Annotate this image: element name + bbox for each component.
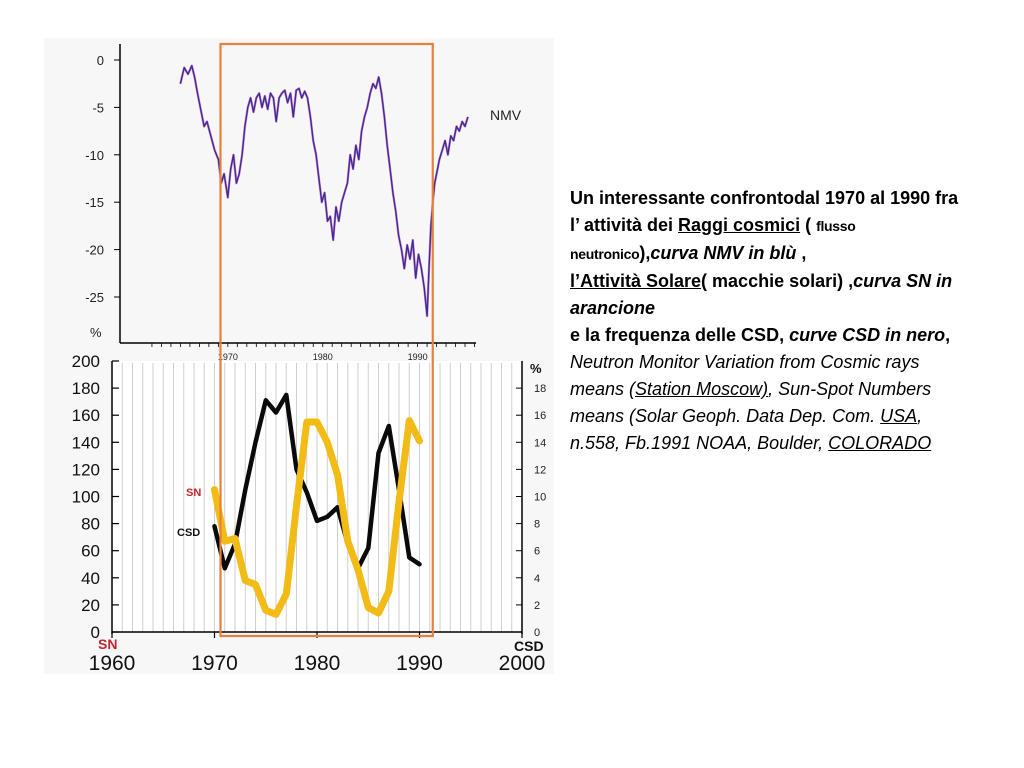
left-y-tick-label: 200 xyxy=(72,352,100,371)
left-y-tick-label: 40 xyxy=(81,569,100,588)
desc-sunspot: , Sun-Spot Numbers means (Solar Geoph. D… xyxy=(570,379,932,426)
desc-paren-open: ( xyxy=(800,215,817,235)
desc-station-open: ( xyxy=(629,379,636,399)
x-tick-label: 1970 xyxy=(218,352,238,362)
left-y-tick-label: 100 xyxy=(72,488,100,507)
desc-sn: curva SN in arancione xyxy=(570,271,953,318)
left-y-tick-label: 80 xyxy=(81,515,100,534)
left-y-tick-label: 0 xyxy=(91,623,100,642)
link-colorado[interactable]: COLORADO xyxy=(828,433,932,453)
y-axis-label: % xyxy=(90,325,102,340)
right-y-tick-label: 10 xyxy=(534,492,546,504)
right-y-tick-label: 2 xyxy=(534,600,540,612)
right-y-tick-label: 16 xyxy=(534,410,546,422)
desc-macchie: ( macchie solari) , xyxy=(701,271,854,291)
link-usa[interactable]: USA xyxy=(880,406,918,426)
sn-series-line xyxy=(211,417,423,618)
desc-nsuffix: , n.558, Fb.1991 NOAA, Boulder, xyxy=(570,406,923,453)
desc-line1: Un interessante confrontodal 1970 al 199… xyxy=(570,188,959,235)
csd-series-line xyxy=(212,392,422,571)
x-tick-label: 1990 xyxy=(408,352,428,362)
right-y-tick-label: 12 xyxy=(534,464,546,476)
sn-csd-chart: 0204060801001201401601802000246810121416… xyxy=(72,352,547,674)
desc-comma2: , xyxy=(945,325,951,345)
highlight-rectangle xyxy=(219,42,434,638)
right-axis-unit: % xyxy=(530,361,542,376)
y-tick-label: -10 xyxy=(85,148,104,163)
y-tick-label: -5 xyxy=(92,100,104,115)
x-tick-label: 1960 xyxy=(89,652,136,674)
right-y-tick-label: 6 xyxy=(534,546,540,558)
csd-series-label: CSD xyxy=(177,527,200,539)
desc-csd: curve CSD in nero xyxy=(789,325,946,345)
desc-frequenza: e la frequenza delle CSD, xyxy=(570,325,790,345)
left-y-tick-label: 140 xyxy=(72,433,100,452)
left-y-tick-label: 60 xyxy=(81,542,100,561)
nmv-legend-label: NMV xyxy=(490,107,522,123)
left-axis-label: SN xyxy=(98,636,117,652)
link-raggi-cosmici[interactable]: Raggi cosmici xyxy=(678,215,801,235)
chart-figure: 0 -5 -10 -15 -20 -25% 1970 1980 1990 NMV 0 20 40 60 8… xyxy=(44,38,554,674)
right-y-tick-label: 14 xyxy=(534,437,546,449)
y-tick-label: -20 xyxy=(85,243,104,258)
nmv-series-line xyxy=(179,65,469,317)
desc-neutron: Neutron Monitor Variation from Cosmic ra… xyxy=(570,352,920,399)
y-tick-label: -15 xyxy=(85,195,104,210)
left-y-tick-label: 120 xyxy=(72,460,100,479)
x-tick-label: 1980 xyxy=(313,352,333,362)
highlight-box xyxy=(219,42,434,638)
desc-comma1: , xyxy=(796,243,807,263)
y-tick-label: -25 xyxy=(85,290,104,305)
right-axis-label: CSD xyxy=(514,638,544,654)
desc-paren-close: ), xyxy=(639,243,651,263)
sn-series-label: SN xyxy=(186,487,201,499)
left-y-tick-label: 20 xyxy=(81,596,100,615)
desc-flusso: flusso neutronico xyxy=(570,218,856,262)
desc-nmv: curva NMV in blù xyxy=(650,243,797,263)
right-y-tick-label: 4 xyxy=(534,573,540,585)
description-text: Un interessante confrontodal 1970 al 199… xyxy=(570,185,970,457)
nmv-chart: 0 -5 -10 -15 -20 -25% 1970 1980 1990 NMV xyxy=(85,44,522,362)
right-y-tick-label: 18 xyxy=(534,383,546,395)
x-tick-label: 1980 xyxy=(294,652,341,674)
x-tick-label: 1970 xyxy=(191,652,238,674)
link-attivita-solare[interactable]: l’Attività Solare xyxy=(570,271,702,291)
left-y-tick-label: 160 xyxy=(72,406,100,425)
right-y-tick-label: 8 xyxy=(534,519,540,531)
x-tick-label: 1990 xyxy=(396,652,443,674)
left-y-tick-label: 180 xyxy=(72,379,100,398)
x-tick-label: 2000 xyxy=(499,652,546,674)
y-tick-label: 0 xyxy=(97,53,104,68)
right-y-tick-label: 0 xyxy=(534,627,540,639)
link-station-moscow[interactable]: Station Moscow) xyxy=(635,379,769,399)
